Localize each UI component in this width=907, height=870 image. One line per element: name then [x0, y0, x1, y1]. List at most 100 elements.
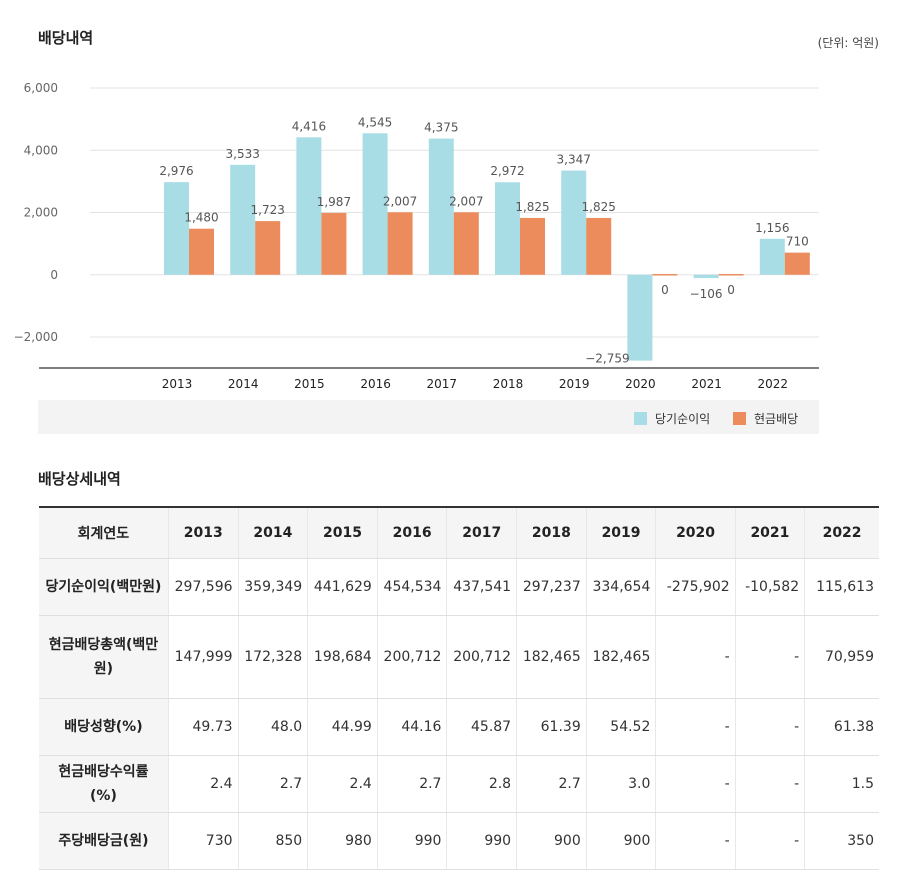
- x-tick-label: 2014: [228, 377, 259, 391]
- table-cell: 2.7: [237, 755, 308, 813]
- cash-dividend-bar: [586, 217, 612, 275]
- y-tick-label: 4,000: [24, 143, 58, 157]
- table-cell: 437,541: [446, 558, 517, 616]
- chart-legend: 당기순이익 현금배당: [38, 400, 819, 434]
- table-cell: 454,534: [376, 558, 447, 616]
- y-tick-label: −2,000: [14, 330, 58, 344]
- cash-dividend-bar: [189, 228, 214, 275]
- table-cell: 2.7: [516, 755, 587, 813]
- net-income-bar: [627, 274, 653, 361]
- legend-label-cash-dividend: 현금배당: [754, 412, 799, 426]
- row-label: 배당성향(%): [39, 698, 169, 756]
- table-row: 현금배당총액(백만원) 147,999 172,328 198,684 200,…: [39, 615, 879, 699]
- row-label: 주당배당금(원): [39, 812, 169, 870]
- table-cell: 350: [804, 812, 879, 870]
- header-year: 2018: [516, 507, 587, 559]
- cash-dividend-bar: [520, 217, 545, 275]
- table-cell: 147,999: [167, 615, 239, 699]
- x-tick-label: 2017: [427, 377, 458, 391]
- table-cell: 182,465: [516, 615, 587, 699]
- table-cell: -: [655, 615, 736, 699]
- x-tick-label: 2016: [360, 377, 391, 391]
- cash-dividend-bar: [784, 252, 810, 275]
- x-tick-label: 2022: [758, 377, 789, 391]
- table-cell: 182,465: [585, 615, 656, 699]
- x-tick-label: 2020: [625, 377, 656, 391]
- net-income-bar: [296, 137, 322, 275]
- table-cell: 980: [307, 812, 378, 870]
- row-label: 현금배당총액(백만원): [39, 615, 169, 699]
- header-year: 2016: [376, 507, 447, 559]
- table-row: 당기순이익(백만원) 297,596 359,349 441,629 454,5…: [39, 558, 879, 616]
- table-cell: -: [655, 698, 736, 756]
- table-cell: -: [734, 615, 805, 699]
- data-label: 4,375: [424, 121, 458, 135]
- data-label: 1,156: [755, 221, 789, 235]
- legend-item-cash-dividend[interactable]: 현금배당: [733, 410, 798, 427]
- dividend-detail-title: 배당상세내역: [38, 470, 121, 488]
- x-tick-label: 2019: [559, 377, 590, 391]
- header-year: 2013: [167, 507, 239, 559]
- data-label: 4,416: [292, 119, 326, 133]
- table-cell: 200,712: [446, 615, 517, 699]
- cash-dividend-bar: [387, 212, 413, 275]
- net-income-bar: [362, 133, 388, 275]
- table-cell: 297,237: [516, 558, 587, 616]
- table-cell: 2.4: [307, 755, 378, 813]
- table-cell: -: [734, 812, 805, 870]
- data-label: 3,533: [226, 147, 260, 161]
- table-cell: 198,684: [307, 615, 378, 699]
- data-label: 2,976: [159, 164, 193, 178]
- data-label: 0: [727, 283, 735, 297]
- data-label: 1,825: [582, 200, 616, 214]
- table-cell: -275,902: [655, 558, 736, 616]
- row-label: 당기순이익(백만원): [39, 558, 169, 616]
- x-tick-label: 2013: [162, 377, 193, 391]
- legend-swatch-cash-dividend: [733, 412, 746, 425]
- header-year: 2015: [307, 507, 378, 559]
- table-cell: 2.7: [376, 755, 447, 813]
- header-year: 2021: [734, 507, 805, 559]
- legend-label-net-income: 당기순이익: [655, 412, 711, 426]
- x-tick-label: 2015: [294, 377, 325, 391]
- table-cell: 2.8: [446, 755, 517, 813]
- unit-label: (단위: 억원): [817, 36, 879, 50]
- table-cell: 45.87: [446, 698, 517, 756]
- table-cell: 850: [237, 812, 308, 870]
- net-income-bar: [693, 274, 719, 279]
- data-label: 0: [661, 283, 669, 297]
- table-cell: 49.73: [167, 698, 239, 756]
- data-label: 2,972: [490, 164, 524, 178]
- table-cell: 359,349: [237, 558, 308, 616]
- header-fiscal-year: 회계연도: [39, 507, 169, 559]
- table-cell: 441,629: [307, 558, 378, 616]
- table-cell: 172,328: [237, 615, 308, 699]
- table-cell: 730: [167, 812, 239, 870]
- header-year: 2014: [237, 507, 308, 559]
- net-income-bar: [495, 182, 520, 275]
- cash-dividend-bar: [255, 221, 281, 275]
- y-tick-label: 2,000: [24, 206, 58, 220]
- table-cell: 115,613: [804, 558, 879, 616]
- table-row: 현금배당수익률(%) 2.4 2.7 2.4 2.7 2.8 2.7 3.0 -…: [39, 755, 879, 813]
- table-cell: -: [655, 812, 736, 870]
- data-label: 1,987: [317, 195, 351, 209]
- cash-dividend-bar: [652, 274, 678, 276]
- dividend-history-title: 배당내역: [38, 29, 94, 47]
- table-cell: -: [734, 698, 805, 756]
- table-row: 배당성향(%) 49.73 48.0 44.99 44.16 45.87 61.…: [39, 698, 879, 756]
- row-label: 현금배당수익률(%): [39, 755, 169, 813]
- legend-item-net-income[interactable]: 당기순이익: [634, 410, 710, 427]
- net-income-bar: [230, 164, 256, 275]
- table-cell: 3.0: [585, 755, 656, 813]
- table-cell: 990: [376, 812, 447, 870]
- table-cell: -: [734, 755, 805, 813]
- header-year: 2022: [804, 507, 879, 559]
- header-year: 2017: [446, 507, 517, 559]
- data-label: 4,545: [358, 115, 392, 129]
- table-cell: 990: [446, 812, 517, 870]
- table-cell: 54.52: [585, 698, 656, 756]
- y-tick-label: 0: [50, 268, 58, 282]
- table-cell: 48.0: [237, 698, 308, 756]
- header-year: 2020: [655, 507, 736, 559]
